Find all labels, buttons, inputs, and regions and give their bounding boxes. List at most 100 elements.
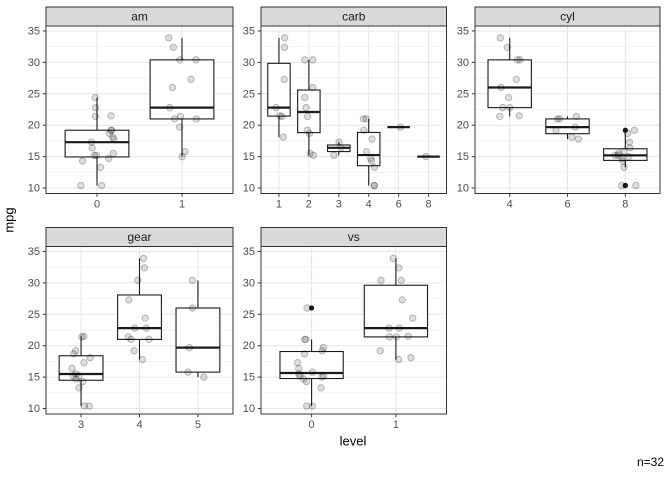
jitter-point [169, 43, 178, 51]
jitter-point [141, 314, 149, 322]
jitter-point [308, 402, 317, 410]
jitter-point [367, 157, 376, 165]
jitter-point [79, 377, 87, 386]
jitter-point [370, 181, 379, 190]
y-tick-label: 25 [457, 88, 469, 100]
boxplot-gear-3 [58, 336, 104, 407]
jitter-point [319, 343, 328, 352]
jitter-point [200, 373, 208, 381]
x-tick-label: 3 [336, 199, 342, 211]
jitter-point [134, 276, 142, 285]
boxplot-am-0 [64, 97, 130, 186]
jitter-point [192, 56, 200, 64]
boxplot-vs-0 [279, 305, 344, 407]
jitter-point [513, 56, 522, 64]
y-tick-label: 15 [28, 372, 40, 384]
x-tick-label: 4 [366, 199, 372, 211]
jitter-point [516, 56, 524, 64]
jitter-point [496, 34, 505, 42]
y-tick-label: 25 [28, 309, 40, 321]
jitter-point [294, 364, 303, 373]
x-tick-label: 4 [136, 419, 142, 431]
jitter-point [75, 372, 83, 380]
boxplot-carb-4 [356, 118, 381, 186]
jitter-point [280, 34, 289, 42]
y-tick-label: 30 [243, 57, 255, 69]
facet-strip-label: vs [348, 230, 360, 244]
jitter-point [302, 377, 311, 386]
jitter-point [632, 181, 640, 190]
jitter-point [70, 350, 78, 358]
y-tick-label: 30 [28, 57, 40, 69]
jitter-point [555, 115, 564, 123]
facet-cyl: cyl 10 15 20 25 30 35 4 6 8 [457, 6, 661, 211]
box [356, 131, 381, 167]
jitter-point [360, 126, 368, 134]
box [149, 59, 215, 120]
jitter-point [370, 181, 378, 190]
boxplot-cyl-6 [545, 116, 590, 140]
jitter-point [422, 152, 430, 161]
boxplot-cyl-4 [487, 37, 532, 117]
y-tick-label: 35 [28, 246, 40, 258]
jitter-point [272, 103, 280, 112]
jitter-point [619, 157, 627, 165]
jitter-point [72, 370, 80, 378]
y-tick-label: 35 [243, 25, 255, 37]
jitter-point [184, 368, 192, 376]
facet-strip [45, 6, 234, 27]
jitter-point [366, 154, 375, 163]
box [117, 294, 162, 340]
jitter-point [630, 126, 639, 134]
jitter-point [306, 149, 314, 158]
jitter-point [626, 144, 634, 152]
jitter-point [80, 358, 88, 367]
jitter-point [397, 276, 405, 285]
box [58, 355, 104, 381]
jitter-point [335, 138, 343, 146]
jitter-point [319, 372, 328, 380]
facet-strip [260, 6, 447, 27]
jitter-point [611, 151, 620, 160]
jitter-point [572, 112, 581, 121]
jitter-point [389, 254, 397, 263]
jitter-point [165, 34, 173, 42]
jitter-point [318, 373, 326, 381]
jitter-point [188, 304, 197, 312]
jitter-point [92, 151, 101, 160]
x-tick-label: 6 [564, 199, 570, 211]
jitter-point [85, 402, 93, 410]
jitter-point [303, 126, 312, 134]
jitter-point [87, 138, 96, 146]
jitter-point [394, 355, 403, 364]
jitter-point [362, 147, 371, 156]
jitter-point [301, 93, 309, 102]
x-tick-label: 0 [94, 199, 100, 211]
facet-vs: vs 10 15 20 25 30 35 0 1 [243, 227, 447, 431]
y-tick-label: 15 [28, 151, 40, 163]
jitter-point [408, 314, 417, 322]
jitter-point [618, 154, 626, 163]
jitter-point [176, 56, 184, 64]
x-tick-label: 5 [195, 419, 201, 431]
facet-strip [260, 227, 447, 247]
jitter-point [317, 384, 325, 392]
jitter-point [618, 181, 626, 190]
y-tick-label: 25 [243, 309, 255, 321]
x-axis-title: level [339, 433, 367, 449]
jitter-point [318, 347, 326, 355]
facet-strip [45, 227, 234, 247]
jitter-point [552, 126, 560, 134]
sample-size-annotation: n=32 [636, 455, 664, 469]
jitter-point [295, 370, 303, 378]
jitter-point [142, 324, 151, 332]
facet-strip-label: carb [342, 10, 366, 24]
jitter-point [279, 133, 287, 141]
jitter-point [108, 133, 117, 141]
facet-am: am 10 15 20 25 30 35 0 1 [28, 6, 234, 211]
boxplot-carb-3 [327, 142, 351, 156]
jitter-point [107, 126, 115, 134]
y-tick-label: 35 [28, 25, 40, 37]
y-tick-label: 35 [457, 25, 469, 37]
jitter-point [625, 152, 633, 161]
